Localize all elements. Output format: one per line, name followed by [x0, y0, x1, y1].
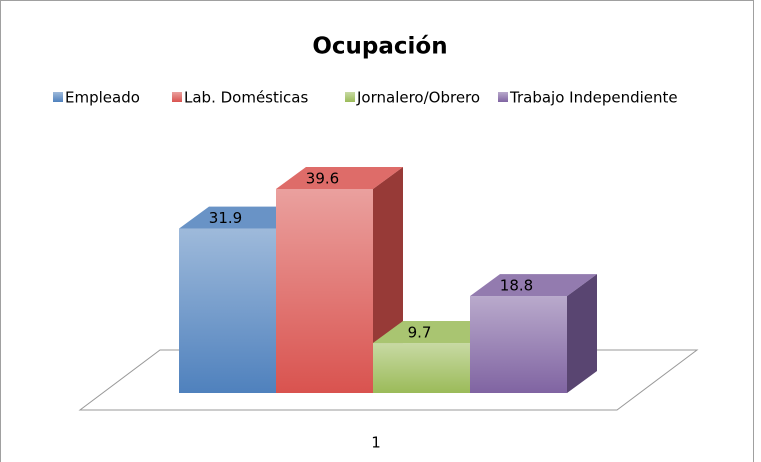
bar-top-shade — [276, 167, 403, 189]
data-label: 39.6 — [306, 170, 339, 188]
data-label: 9.7 — [408, 324, 432, 342]
bar-side-shade — [567, 274, 597, 393]
bar-shine — [179, 228, 276, 393]
bar-top — [373, 321, 500, 344]
x-tick-label: 1 — [371, 434, 381, 452]
legend-label: Trabajo Independiente — [509, 89, 678, 107]
data-label: 31.9 — [209, 209, 242, 227]
bar-top — [470, 274, 597, 297]
bar-top — [276, 167, 403, 189]
legend-swatch-shine — [53, 92, 63, 102]
legend-label: Lab. Domésticas — [184, 89, 308, 107]
legend-label: Empleado — [65, 89, 140, 107]
data-label: 18.8 — [500, 277, 533, 295]
chart-title: Ocupación — [312, 34, 447, 60]
bar-top-shade — [373, 321, 500, 344]
legend-swatch-shine — [498, 92, 508, 102]
legend-label: Jornalero/Obrero — [356, 89, 480, 107]
legend-swatch-shine — [172, 92, 182, 102]
bar-top — [179, 206, 306, 229]
legend-swatch-shine — [345, 92, 355, 102]
bar-shine — [373, 343, 470, 393]
bar-side — [567, 274, 597, 393]
bar-shine — [470, 296, 567, 393]
bar-top-shade — [179, 206, 306, 229]
bar-shine — [276, 189, 373, 393]
bar-top-shade — [470, 274, 597, 297]
